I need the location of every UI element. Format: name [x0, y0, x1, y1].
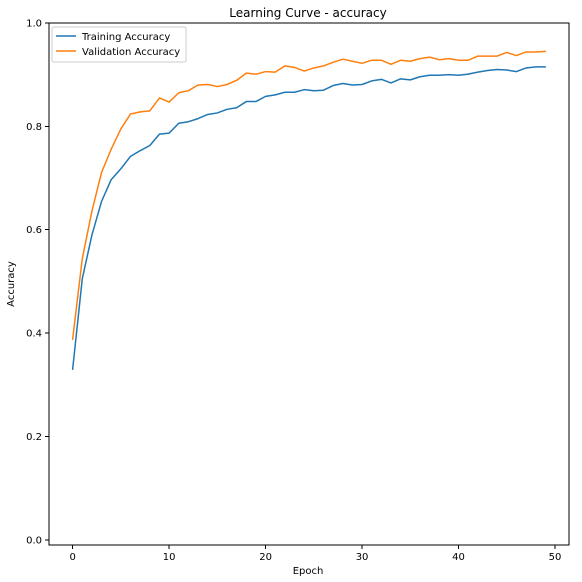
y-axis: 0.0 0.2 0.4 0.6 0.8 1.0 — [26, 19, 49, 546]
legend-label-validation: Validation Accuracy — [82, 47, 180, 58]
x-tick-label: 20 — [259, 552, 272, 563]
x-tick-label: 0 — [69, 552, 75, 563]
y-tick-label: 0.0 — [26, 535, 42, 546]
y-tick-label: 0.4 — [26, 329, 42, 340]
y-tick-label: 1.0 — [26, 19, 42, 30]
x-tick-label: 30 — [356, 552, 369, 563]
series-line-validation — [71, 50, 547, 341]
y-axis-label: Accuracy — [6, 261, 17, 307]
plot-frame — [48, 22, 570, 546]
x-axis-label: Epoch — [293, 566, 324, 577]
legend-frame — [51, 26, 187, 63]
series-line-training — [71, 66, 547, 371]
x-axis: 0 10 20 30 40 50 — [69, 545, 561, 563]
y-tick-label: 0.6 — [26, 225, 42, 236]
x-tick-label: 10 — [163, 552, 176, 563]
chart-title: Learning Curve - accuracy — [229, 6, 386, 20]
y-tick-label: 0.8 — [26, 122, 42, 133]
series-layer — [71, 50, 547, 371]
legend: Training Accuracy Validation Accuracy — [51, 26, 187, 63]
x-tick-label: 40 — [452, 552, 465, 563]
x-tick-label: 50 — [549, 552, 562, 563]
y-tick-label: 0.2 — [26, 432, 42, 443]
legend-label-training: Training Accuracy — [81, 32, 170, 43]
